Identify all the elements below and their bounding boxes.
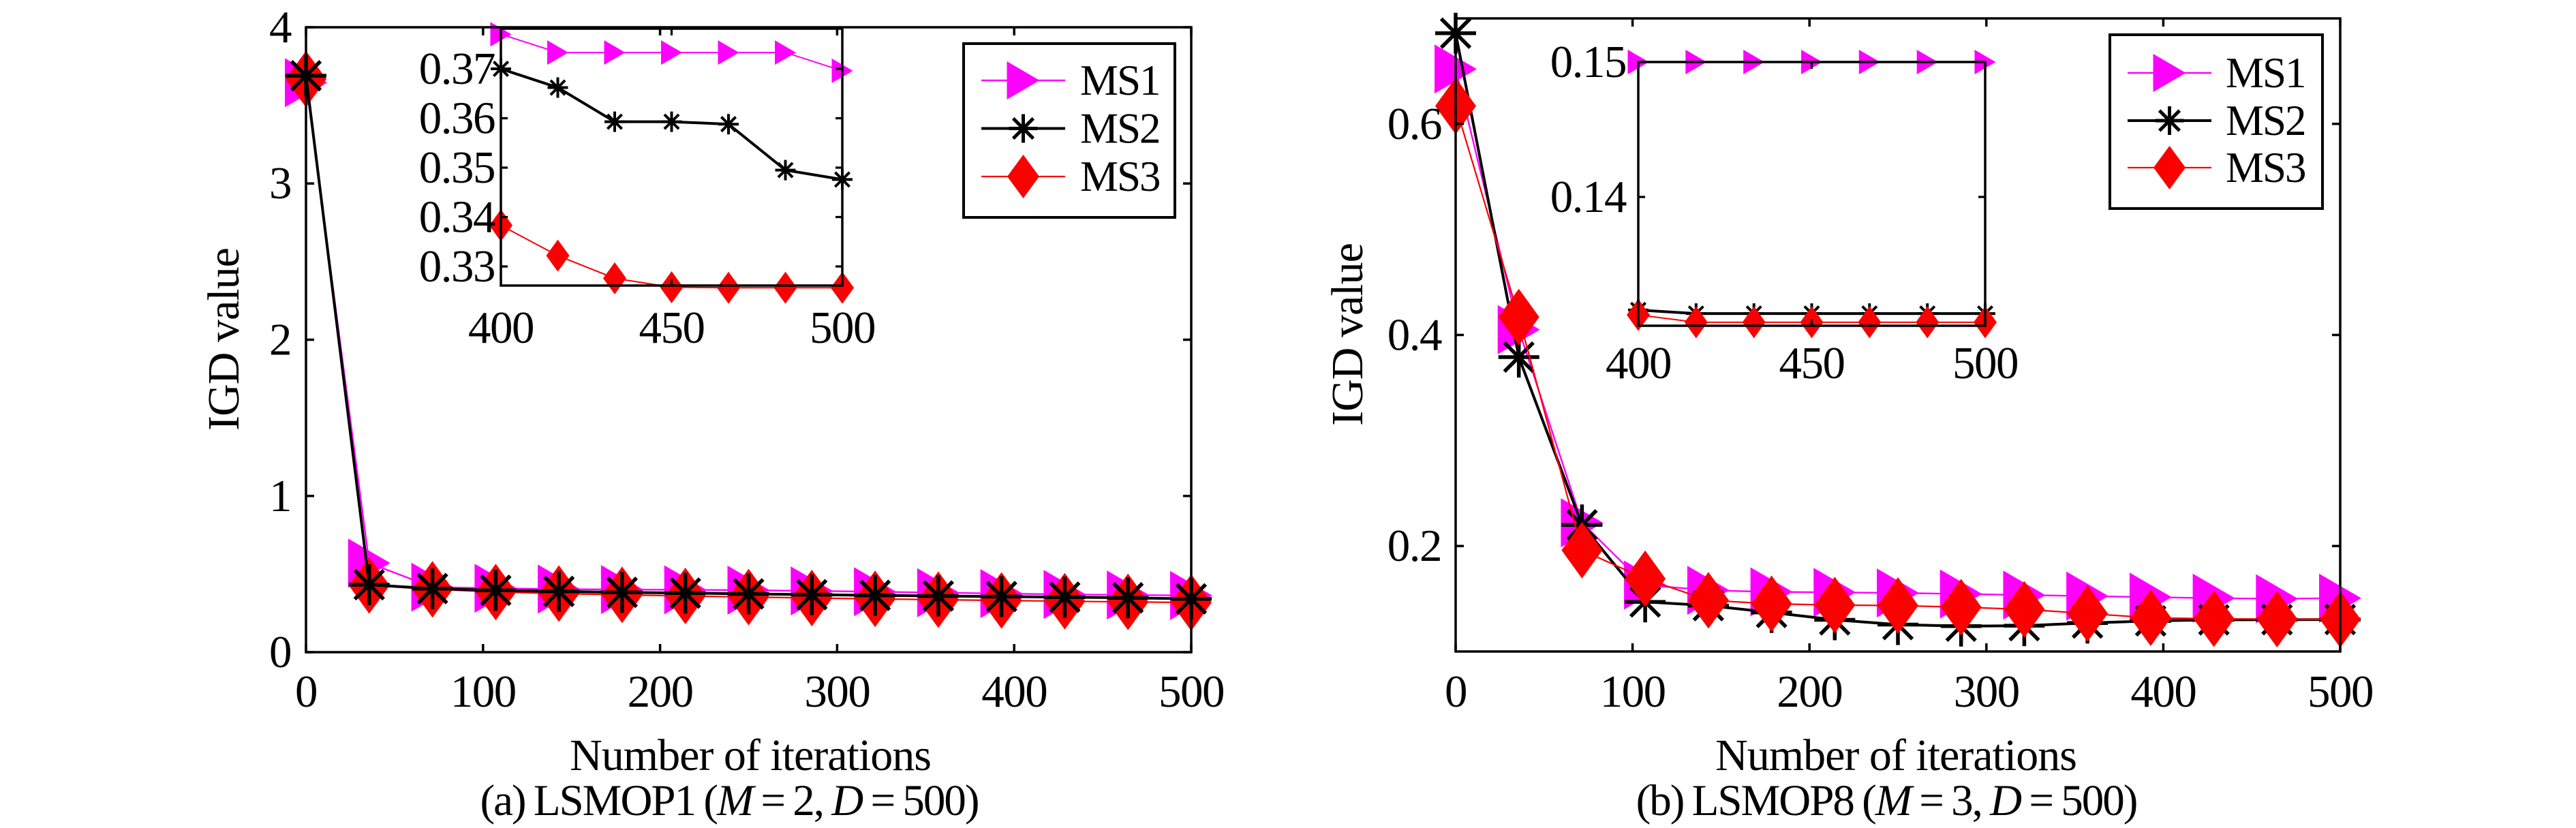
svg-text:300: 300	[804, 666, 870, 717]
svg-text:100: 100	[1600, 666, 1666, 717]
svg-text:0.6: 0.6	[1387, 99, 1441, 149]
svg-text:MS3: MS3	[1080, 153, 1160, 200]
svg-text:0: 0	[269, 627, 291, 677]
svg-text:IGD value: IGD value	[199, 248, 249, 431]
svg-text:0.14: 0.14	[1550, 172, 1627, 222]
svg-text:0.34: 0.34	[419, 192, 495, 243]
svg-text:1: 1	[269, 471, 291, 521]
svg-text:0.2: 0.2	[1387, 521, 1441, 571]
svg-text:0.35: 0.35	[419, 142, 495, 193]
svg-text:IGD value: IGD value	[1323, 243, 1373, 426]
svg-text:400: 400	[468, 303, 534, 353]
svg-text:0.36: 0.36	[419, 93, 495, 144]
svg-text:Number of iterations: Number of iterations	[570, 731, 931, 780]
svg-text:0.37: 0.37	[419, 44, 495, 94]
svg-text:300: 300	[1954, 666, 2019, 717]
svg-text:MS3: MS3	[2226, 144, 2305, 191]
svg-text:500: 500	[1159, 666, 1224, 717]
svg-text:(b) LSMOP8 (M = 3, D = 500): (b) LSMOP8 (M = 3, D = 500)	[1636, 776, 2137, 825]
svg-text:MS2: MS2	[1080, 105, 1160, 153]
svg-text:500: 500	[2307, 666, 2373, 717]
svg-text:0: 0	[295, 666, 317, 717]
svg-text:400: 400	[981, 666, 1047, 717]
svg-text:500: 500	[1952, 338, 2018, 388]
svg-text:500: 500	[810, 303, 875, 353]
svg-text:100: 100	[450, 666, 516, 717]
svg-text:3: 3	[269, 158, 291, 209]
svg-text:MS1: MS1	[1080, 57, 1160, 104]
svg-text:MS2: MS2	[2226, 97, 2305, 144]
svg-text:0.33: 0.33	[419, 241, 495, 292]
svg-text:0.4: 0.4	[1387, 310, 1442, 361]
svg-text:0: 0	[1445, 666, 1467, 717]
svg-text:450: 450	[1779, 338, 1845, 388]
svg-text:2: 2	[269, 315, 291, 365]
svg-text:MS1: MS1	[2226, 49, 2305, 97]
svg-text:450: 450	[639, 303, 705, 353]
svg-text:Number of iterations: Number of iterations	[1715, 731, 2076, 780]
svg-text:4: 4	[269, 2, 292, 52]
svg-text:400: 400	[1606, 338, 1671, 388]
svg-text:(a) LSMOP1 (M = 2, D = 500): (a) LSMOP1 (M = 2, D = 500)	[480, 776, 978, 825]
svg-text:200: 200	[1777, 666, 1842, 717]
svg-text:0.15: 0.15	[1550, 37, 1626, 87]
svg-text:400: 400	[2130, 666, 2196, 717]
svg-text:200: 200	[628, 666, 693, 717]
